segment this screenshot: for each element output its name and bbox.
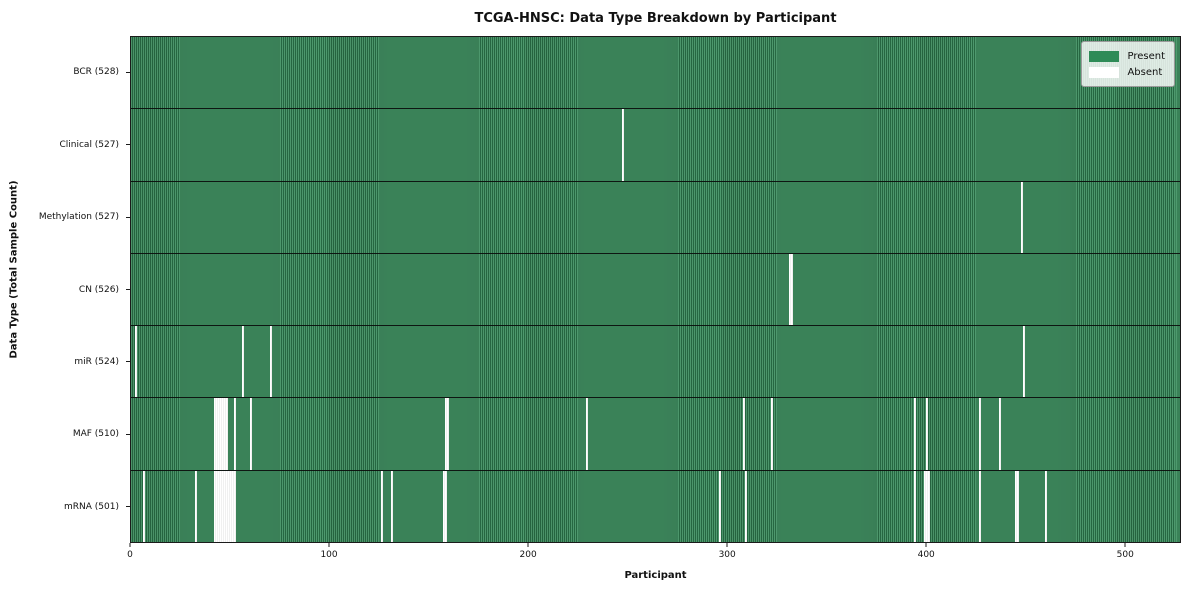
row-label-mir: miR (524) [74, 356, 119, 367]
absent-gap [220, 470, 223, 542]
absent-gap [234, 398, 237, 470]
x-tick-label: 400 [917, 550, 935, 560]
absent-swatch-icon [1089, 66, 1120, 78]
y-axis-tick-labels: BCR (528) Clinical (527) Methylation (527)… [0, 36, 130, 543]
absent-gap [979, 470, 982, 542]
absent-gap [270, 326, 273, 398]
absent-gap [142, 470, 145, 542]
absent-gap [979, 398, 982, 470]
row-cn [131, 252, 1180, 326]
x-tick-mark [1124, 543, 1126, 547]
x-tick-mark [129, 543, 131, 547]
absent-gap [744, 470, 747, 542]
absent-gap [226, 398, 229, 470]
legend-item-absent: Absent [1089, 64, 1165, 80]
legend-label-present: Present [1127, 50, 1165, 62]
absent-gap [214, 470, 217, 542]
absent-gap [214, 398, 217, 470]
absent-gap [1021, 181, 1024, 253]
y-tick-mark [126, 289, 130, 290]
absent-gap [1044, 470, 1047, 542]
absent-gap [224, 398, 227, 470]
absent-gap [1023, 326, 1026, 398]
row-label-maf: MAF (510) [72, 429, 119, 440]
row-clinical [131, 108, 1180, 181]
row-bcr [131, 37, 1180, 109]
absent-gap [222, 470, 225, 542]
absent-gap [442, 470, 445, 542]
legend-label-absent: Absent [1127, 66, 1163, 78]
y-tick-mark [126, 144, 130, 146]
absent-gap [250, 398, 253, 470]
absent-gap [444, 470, 447, 542]
absent-gap [226, 470, 229, 542]
absent-gap [134, 326, 137, 398]
row-mrna [131, 469, 1180, 542]
x-axis-label: Participant [624, 570, 687, 581]
absent-gap [216, 470, 219, 542]
legend: Present Absent [1081, 41, 1175, 87]
x-tick-label: 0 [127, 550, 133, 560]
y-tick-mark [126, 71, 130, 73]
absent-gap [719, 470, 722, 542]
row-maf [131, 397, 1180, 470]
chart-title: TCGA-HNSC: Data Type Breakdown by Partic… [474, 11, 837, 26]
legend-item-present: Present [1089, 48, 1165, 64]
x-axis-tick-labels: 0 100 200 300 400 500 [127, 543, 1181, 569]
x-tick-label: 300 [718, 550, 736, 560]
present-swatch-icon [1089, 50, 1120, 62]
absent-gap [913, 470, 916, 542]
row-mir [131, 325, 1180, 398]
absent-gap [222, 398, 225, 470]
y-tick-mark [126, 361, 130, 363]
x-tick-label: 100 [320, 550, 338, 560]
absent-gap [444, 398, 447, 470]
x-tick-mark [527, 543, 529, 547]
absent-gap [242, 326, 245, 398]
absent-gap [621, 109, 624, 181]
y-tick-mark [126, 216, 130, 218]
absent-gap [1017, 470, 1020, 542]
x-tick-label: 500 [1116, 550, 1134, 560]
row-label-cn: CN (526) [78, 284, 119, 295]
absent-gap [228, 470, 231, 542]
absent-gap [234, 470, 237, 542]
absent-gap [790, 253, 793, 326]
absent-gap [224, 470, 227, 542]
absent-gap [923, 470, 926, 542]
absent-gap [218, 398, 221, 470]
absent-gap [381, 470, 384, 542]
absent-gap [913, 398, 916, 470]
absent-gap [742, 398, 745, 470]
absent-gap [1015, 470, 1018, 542]
x-tick-mark [925, 543, 927, 547]
absent-gap [218, 470, 221, 542]
row-label-methylation: Methylation (527) [38, 212, 119, 223]
row-label-bcr: BCR (528) [73, 67, 119, 78]
absent-gap [585, 398, 588, 470]
row-label-clinical: Clinical (527) [59, 139, 119, 150]
x-tick-mark [328, 543, 330, 547]
absent-gap [925, 470, 928, 542]
absent-gap [230, 470, 233, 542]
x-tick-mark [726, 543, 728, 547]
absent-gap [925, 398, 928, 470]
absent-gap [220, 398, 223, 470]
x-tick-label: 200 [519, 550, 537, 560]
y-tick-mark [126, 506, 130, 508]
absent-gap [788, 253, 791, 326]
absent-gap [446, 398, 449, 470]
row-methylation [131, 180, 1180, 253]
absent-gap [927, 470, 930, 542]
plot-area: Present Absent [130, 36, 1181, 543]
absent-gap [216, 398, 219, 470]
absent-gap [770, 398, 773, 470]
absent-gap [232, 470, 235, 542]
absent-gap [999, 398, 1002, 470]
y-tick-mark [126, 433, 130, 435]
row-label-mrna: mRNA (501) [64, 501, 119, 512]
absent-gap [391, 470, 394, 542]
absent-gap [194, 470, 197, 542]
